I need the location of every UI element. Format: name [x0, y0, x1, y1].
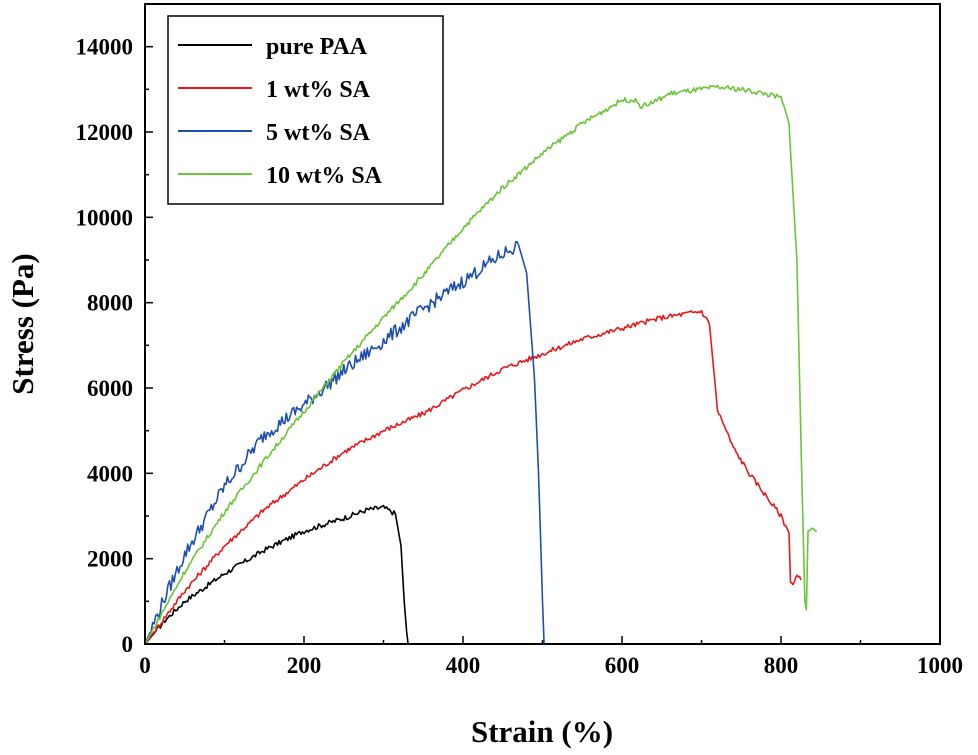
- y-axis-title: Stress (Pa): [5, 253, 40, 394]
- x-tick-label: 600: [605, 653, 640, 678]
- y-tick-label: 8000: [87, 291, 133, 316]
- x-tick-label: 800: [764, 653, 799, 678]
- y-tick-label: 6000: [87, 376, 133, 401]
- series-line-1: [144, 504, 409, 645]
- y-tick-label: 0: [122, 632, 134, 657]
- x-tick-label: 200: [287, 653, 322, 678]
- x-tick-label: 1000: [917, 653, 963, 678]
- y-tick-label: 14000: [76, 35, 134, 60]
- legend-label-1: pure PAA: [266, 34, 368, 60]
- y-tick-label: 10000: [76, 205, 134, 230]
- series-layer: [144, 84, 817, 645]
- legend-label-4: 10 wt% SA: [266, 163, 383, 189]
- series-line-2: [144, 309, 802, 645]
- legend-box: [167, 15, 444, 205]
- tick-layer: 0 200 400 600 800 100002000400060008000100001…: [76, 35, 964, 678]
- x-tick-label: 400: [446, 653, 481, 678]
- series-line-4: [144, 84, 817, 645]
- legend-label-3: 5 wt% SA: [266, 120, 371, 146]
- y-tick-label: 4000: [87, 461, 133, 486]
- legend-label-2: 1 wt% SA: [266, 77, 371, 103]
- y-tick-label: 12000: [76, 120, 134, 145]
- legend: pure PAA 1 wt% SA 5 wt% SA 10 wt% SA: [167, 15, 444, 205]
- y-tick-label: 2000: [87, 547, 133, 572]
- series-line-3: [144, 240, 545, 645]
- x-axis-title: Strain (%): [471, 714, 613, 749]
- x-tick-label: 0: [139, 653, 151, 678]
